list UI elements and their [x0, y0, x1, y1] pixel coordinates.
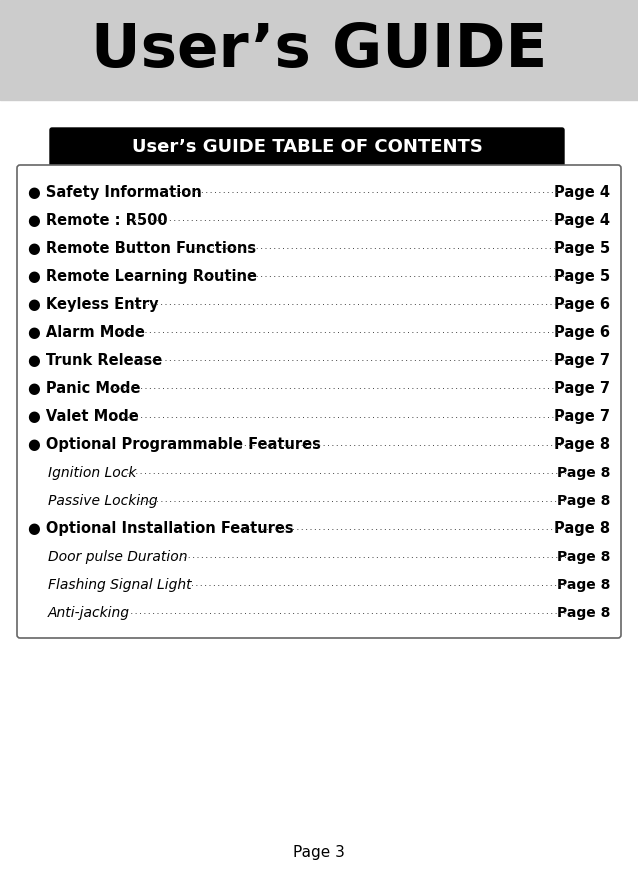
- Text: Page 8: Page 8: [554, 522, 610, 537]
- Text: Page 8: Page 8: [556, 606, 610, 620]
- Text: Door pulse Duration: Door pulse Duration: [48, 550, 188, 564]
- Text: Page 5: Page 5: [554, 240, 610, 255]
- Text: Page 5: Page 5: [554, 269, 610, 284]
- Text: Page 7: Page 7: [554, 353, 610, 368]
- Text: User’s GUIDE TABLE OF CONTENTS: User’s GUIDE TABLE OF CONTENTS: [131, 139, 482, 157]
- Text: Page 3: Page 3: [293, 845, 345, 860]
- Text: ● Remote Button Functions: ● Remote Button Functions: [28, 240, 256, 255]
- Text: Page 7: Page 7: [554, 409, 610, 424]
- Text: Flashing Signal Light: Flashing Signal Light: [48, 578, 191, 592]
- Text: Page 8: Page 8: [556, 578, 610, 592]
- Text: User’s GUIDE: User’s GUIDE: [91, 20, 547, 79]
- Text: ● Alarm Mode: ● Alarm Mode: [28, 325, 145, 340]
- Text: ● Remote Learning Routine: ● Remote Learning Routine: [28, 269, 257, 284]
- Text: Page 8: Page 8: [554, 437, 610, 452]
- Text: ● Optional Installation Features: ● Optional Installation Features: [28, 522, 293, 537]
- Text: Page 7: Page 7: [554, 381, 610, 396]
- Text: ● Safety Information: ● Safety Information: [28, 184, 202, 199]
- Text: ● Valet Mode: ● Valet Mode: [28, 409, 138, 424]
- Text: Page 6: Page 6: [554, 325, 610, 340]
- Text: Page 6: Page 6: [554, 296, 610, 311]
- Text: Page 8: Page 8: [556, 465, 610, 480]
- Text: Page 4: Page 4: [554, 184, 610, 199]
- Text: ● Trunk Release: ● Trunk Release: [28, 353, 162, 368]
- Text: ● Panic Mode: ● Panic Mode: [28, 381, 140, 396]
- Text: Page 8: Page 8: [556, 550, 610, 564]
- Text: Page 4: Page 4: [554, 213, 610, 228]
- Text: ● Optional Programmable Features: ● Optional Programmable Features: [28, 437, 321, 452]
- Text: Ignition Lock: Ignition Lock: [48, 465, 137, 480]
- Text: Page 8: Page 8: [556, 494, 610, 507]
- Text: ● Keyless Entry: ● Keyless Entry: [28, 296, 158, 311]
- FancyBboxPatch shape: [17, 165, 621, 638]
- Text: Passive Locking: Passive Locking: [48, 494, 158, 507]
- FancyBboxPatch shape: [50, 128, 564, 167]
- Text: ● Remote : R500: ● Remote : R500: [28, 213, 168, 228]
- Bar: [0, 0, 638, 100]
- Text: Anti-jacking: Anti-jacking: [48, 606, 130, 620]
